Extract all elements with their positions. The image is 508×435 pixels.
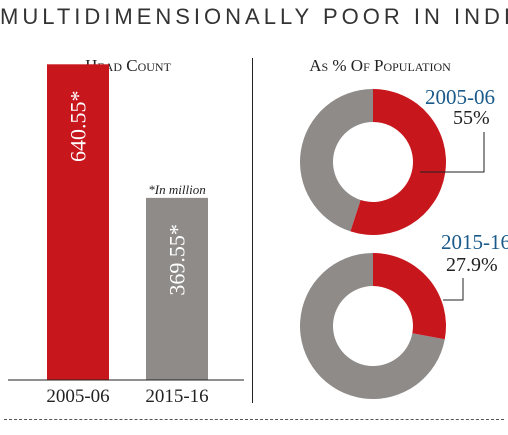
donut-slice-highlight-2005-06 <box>350 89 447 235</box>
donut-2005-06 <box>300 89 447 235</box>
donut-2015-16 <box>300 253 446 399</box>
leader-line-2005-06 <box>420 132 485 173</box>
donut-chart-title: As % Of Population <box>309 56 451 75</box>
bar-2015-16 <box>146 197 208 380</box>
bar-value-label-2005-06: 640.55* <box>66 91 91 163</box>
donut-year-label-2015-16: 2015-16 <box>441 230 508 254</box>
bar-chart: 640.55* 369.55* *In million 2005-06 2015… <box>8 64 244 407</box>
bar-category-label-2015-16: 2015-16 <box>145 386 208 407</box>
leader-line-2015-16 <box>443 278 464 301</box>
donut-percent-label-2005-06: 55% <box>453 107 490 129</box>
bar-2005-06 <box>47 64 109 380</box>
panel-divider <box>252 58 253 403</box>
bar-category-label-2005-06: 2005-06 <box>46 386 109 407</box>
bar-value-label-2015-16: 369.55* <box>165 224 190 296</box>
donut-year-label-2005-06: 2005-06 <box>425 85 495 109</box>
donut-slice-highlight-2015-16 <box>373 253 446 340</box>
donut-slice-rest-2015-16 <box>300 253 445 399</box>
main-title: MULTIDIMENSIONALLY POOR IN INDIA <box>0 4 508 29</box>
donut-percent-label-2015-16: 27.9% <box>446 254 498 276</box>
donut-slice-rest-2005-06 <box>300 89 373 232</box>
unit-note: *In million <box>148 182 205 197</box>
bottom-divider <box>4 419 504 420</box>
